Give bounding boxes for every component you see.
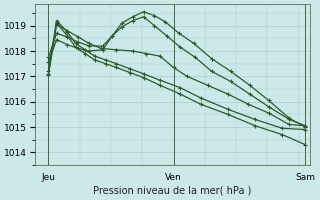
X-axis label: Pression niveau de la mer( hPa ): Pression niveau de la mer( hPa ): [93, 186, 251, 196]
